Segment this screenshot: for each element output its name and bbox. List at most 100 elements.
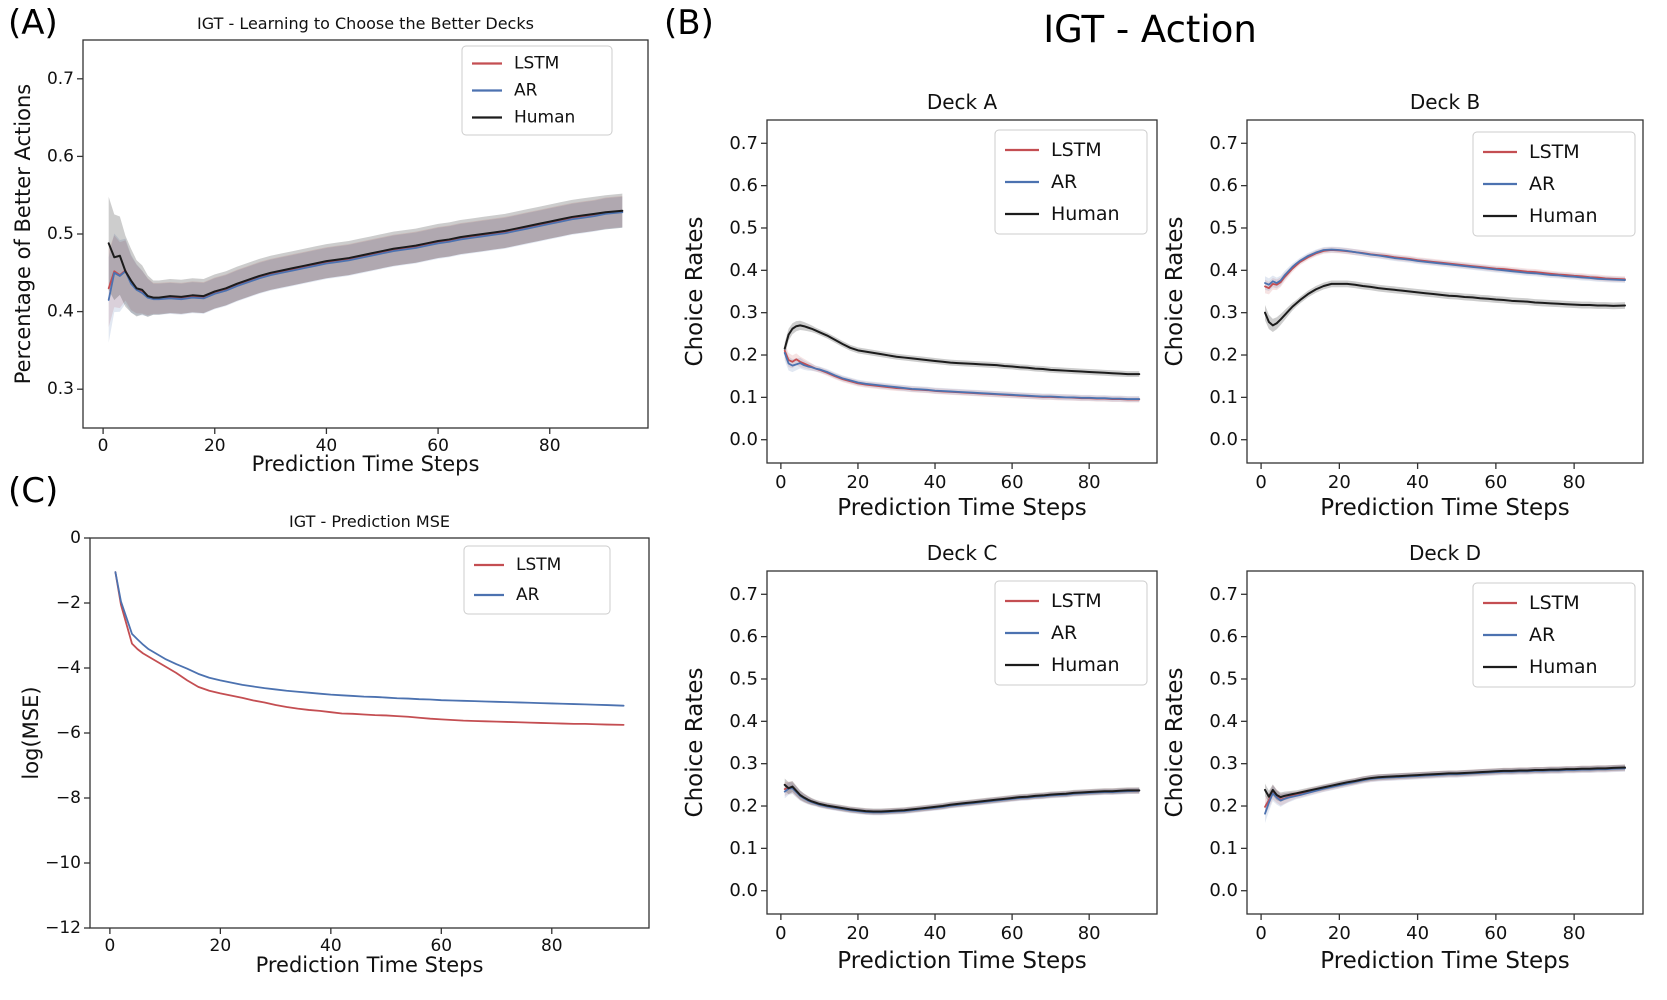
svg-text:0.6: 0.6 [729, 175, 758, 196]
svg-text:Choice Rates: Choice Rates [1162, 217, 1188, 367]
svg-text:60: 60 [1484, 923, 1507, 944]
svg-text:0.3: 0.3 [1209, 302, 1238, 323]
svg-text:0.1: 0.1 [729, 387, 758, 408]
svg-text:0.0: 0.0 [1209, 880, 1238, 901]
svg-text:−10: −10 [45, 853, 81, 873]
svg-text:0.3: 0.3 [47, 379, 74, 399]
svg-text:0: 0 [1255, 923, 1266, 944]
chart-panel-c: 0 20 40 60 80 0 −2 −4 −6 −8 −10 −12 IGT - Prediction… [19, 512, 650, 977]
panel-b-label: (B) [664, 3, 714, 43]
svg-text:0.1: 0.1 [1209, 387, 1238, 408]
chart-deck-d: 0 20 40 60 80 0.0 0.1 0.2 0.3 0.4 0.5 0.6 0.7 Deck D P… [1162, 541, 1644, 974]
svg-text:60: 60 [1001, 923, 1024, 944]
panel-c-label: (C) [8, 471, 59, 511]
svg-text:0.7: 0.7 [729, 133, 758, 154]
svg-text:−12: −12 [45, 918, 81, 938]
svg-text:−4: −4 [56, 658, 81, 678]
svg-text:0.2: 0.2 [729, 796, 758, 817]
svg-text:AR: AR [1529, 173, 1555, 195]
svg-text:Prediction Time Steps: Prediction Time Steps [837, 495, 1087, 521]
svg-text:0: 0 [98, 436, 109, 456]
svg-text:0.6: 0.6 [1209, 626, 1238, 647]
svg-text:0: 0 [775, 923, 786, 944]
svg-text:0.5: 0.5 [47, 224, 74, 244]
svg-text:0.0: 0.0 [1209, 429, 1238, 450]
svg-text:Prediction Time Steps: Prediction Time Steps [1320, 495, 1570, 521]
svg-text:0.3: 0.3 [729, 302, 758, 323]
svg-text:LSTM: LSTM [1529, 592, 1580, 614]
svg-text:0.5: 0.5 [729, 217, 758, 238]
svg-text:−8: −8 [56, 788, 81, 808]
svg-text:Human: Human [1051, 654, 1120, 676]
svg-text:0.5: 0.5 [1209, 668, 1238, 689]
svg-text:40: 40 [1406, 923, 1429, 944]
chart-deck-c: 0 20 40 60 80 0.0 0.1 0.2 0.3 0.4 0.5 0.6 0.7 Deck C P… [682, 541, 1158, 974]
svg-text:AR: AR [1051, 622, 1077, 644]
svg-text:80: 80 [541, 936, 563, 956]
svg-text:Human: Human [1051, 203, 1120, 225]
svg-text:80: 80 [1563, 923, 1586, 944]
chart-panel-a: 0 20 40 60 80 0.3 0.4 0.5 0.6 0.7 IGT - Learning t… [11, 14, 649, 476]
panel-b-title: IGT - Action [1043, 8, 1257, 51]
svg-text:AR: AR [516, 585, 540, 605]
svg-text:20: 20 [204, 436, 226, 456]
svg-text:0.7: 0.7 [1209, 584, 1238, 605]
svg-text:0.6: 0.6 [729, 626, 758, 647]
svg-text:0.4: 0.4 [729, 711, 758, 732]
svg-text:Prediction Time Steps: Prediction Time Steps [252, 452, 480, 476]
svg-text:IGT - Prediction MSE: IGT - Prediction MSE [289, 512, 450, 531]
svg-text:0.7: 0.7 [1209, 133, 1238, 154]
svg-text:Prediction Time Steps: Prediction Time Steps [256, 953, 484, 977]
svg-text:0.7: 0.7 [47, 69, 74, 89]
svg-text:0.1: 0.1 [729, 838, 758, 859]
svg-text:−6: −6 [56, 723, 81, 743]
svg-text:0.5: 0.5 [729, 668, 758, 689]
svg-text:40: 40 [924, 923, 947, 944]
svg-text:Deck A: Deck A [927, 90, 998, 114]
chart-deck-a: 0 20 40 60 80 0.0 0.1 0.2 0.3 0.4 0.5 0.6 0.7 Deck A P… [682, 90, 1158, 521]
svg-text:0.7: 0.7 [729, 584, 758, 605]
svg-text:0.0: 0.0 [729, 429, 758, 450]
svg-text:0.2: 0.2 [1209, 345, 1238, 366]
svg-text:20: 20 [846, 472, 869, 493]
svg-text:0: 0 [70, 528, 81, 548]
svg-text:80: 80 [1078, 923, 1101, 944]
svg-text:0.4: 0.4 [1209, 260, 1238, 281]
svg-text:0.6: 0.6 [1209, 175, 1238, 196]
svg-text:LSTM: LSTM [514, 54, 559, 74]
svg-text:0: 0 [104, 936, 115, 956]
svg-text:60: 60 [427, 436, 449, 456]
svg-text:Deck C: Deck C [927, 541, 998, 565]
svg-text:LSTM: LSTM [1529, 141, 1580, 163]
svg-text:AR: AR [1051, 171, 1077, 193]
svg-text:LSTM: LSTM [1051, 139, 1102, 161]
svg-text:0.3: 0.3 [729, 753, 758, 774]
svg-text:0.3: 0.3 [1209, 753, 1238, 774]
svg-text:Human: Human [514, 108, 575, 128]
svg-text:Prediction Time Steps: Prediction Time Steps [837, 948, 1087, 974]
svg-text:40: 40 [316, 436, 338, 456]
svg-text:log(MSE): log(MSE) [19, 686, 43, 779]
svg-text:20: 20 [846, 923, 869, 944]
svg-text:AR: AR [514, 81, 538, 101]
svg-text:LSTM: LSTM [516, 555, 561, 575]
svg-text:Human: Human [1529, 656, 1598, 678]
svg-text:0.2: 0.2 [1209, 796, 1238, 817]
svg-text:0.0: 0.0 [729, 880, 758, 901]
svg-text:40: 40 [320, 936, 342, 956]
svg-text:60: 60 [1001, 472, 1024, 493]
svg-text:Human: Human [1529, 205, 1598, 227]
svg-text:0.4: 0.4 [1209, 711, 1238, 732]
svg-text:Choice Rates: Choice Rates [1162, 668, 1188, 818]
svg-text:40: 40 [1406, 472, 1429, 493]
svg-text:Choice Rates: Choice Rates [682, 217, 708, 367]
svg-text:0.4: 0.4 [47, 302, 74, 322]
svg-text:Deck D: Deck D [1409, 541, 1481, 565]
svg-text:20: 20 [1328, 923, 1351, 944]
svg-text:Deck B: Deck B [1410, 90, 1480, 114]
svg-text:80: 80 [1078, 472, 1101, 493]
svg-text:IGT - Learning to Choose the B: IGT - Learning to Choose the Better Deck… [197, 14, 534, 33]
svg-text:AR: AR [1529, 624, 1555, 646]
